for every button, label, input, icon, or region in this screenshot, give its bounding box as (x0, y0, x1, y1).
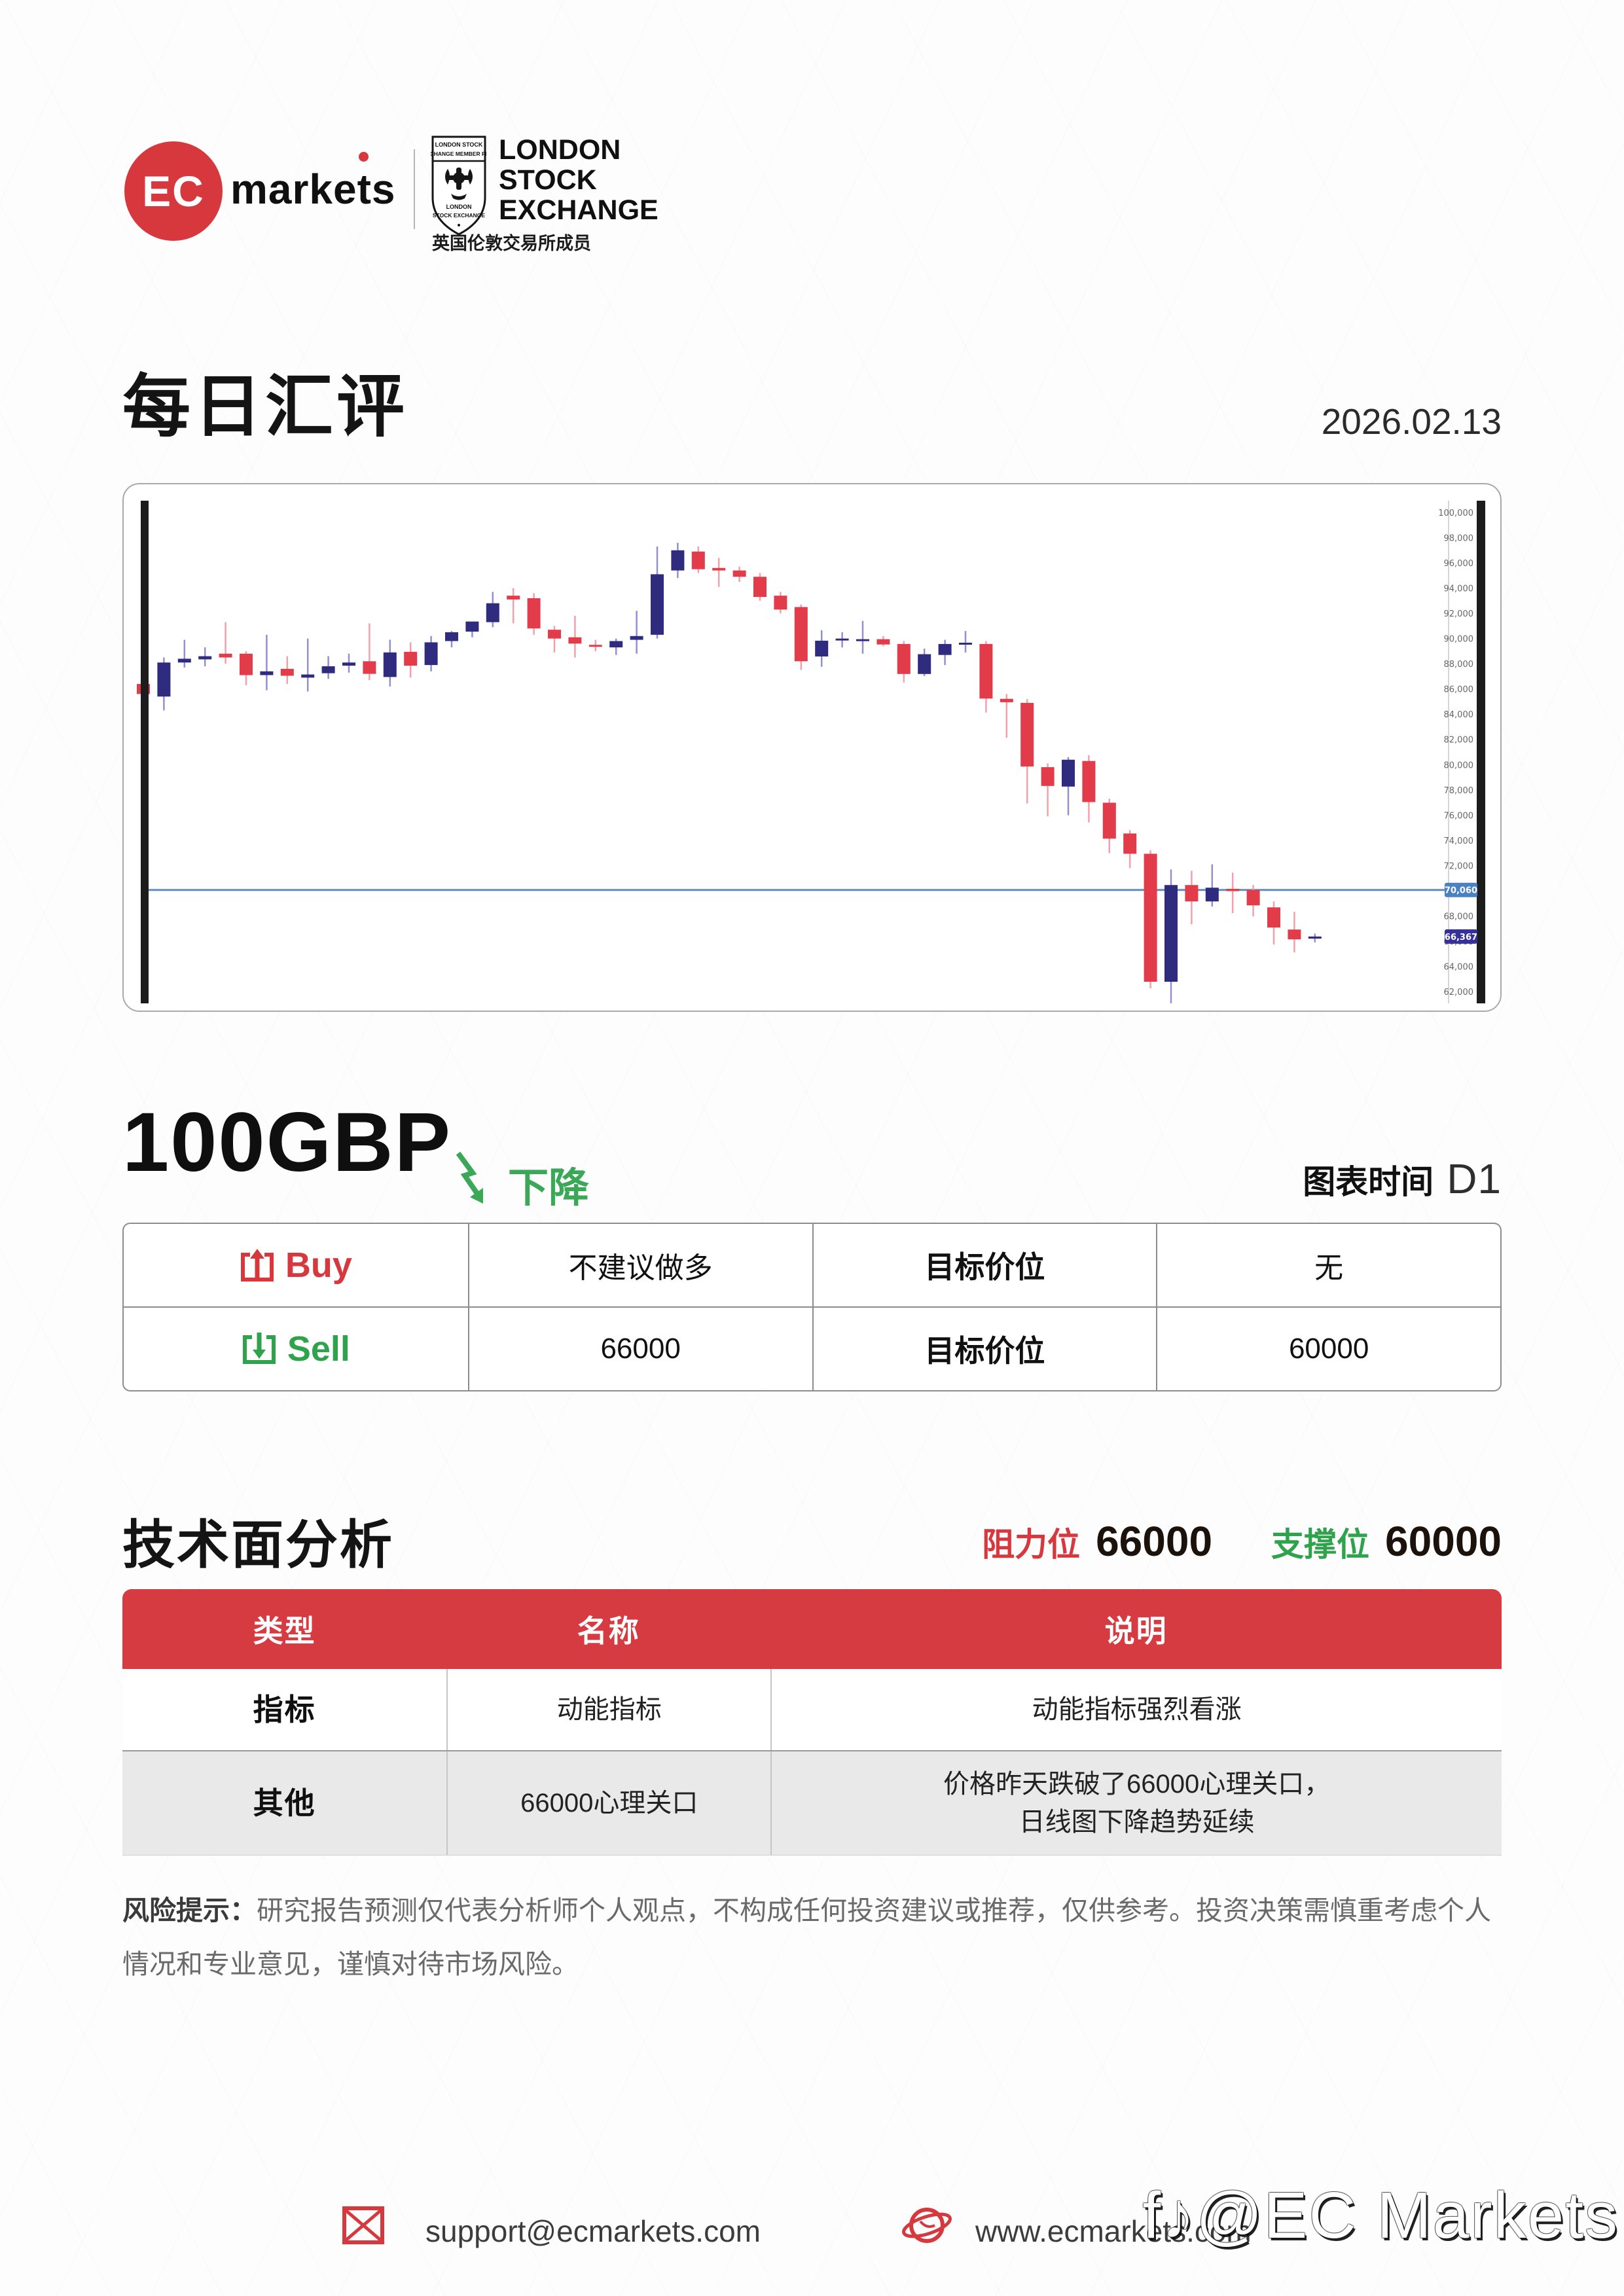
tech-row1-type: 指标 (253, 1692, 316, 1727)
svg-text:90,000: 90,000 (1444, 635, 1474, 645)
tech-header-type: 类型 (253, 1614, 316, 1648)
tech-analysis-table: 类型 名称 说明 指标 动能指标 动能指标强烈看涨 其他 66000心理关口 价… (122, 1589, 1502, 1856)
svg-text:64,000: 64,000 (1444, 962, 1474, 972)
lse-chinese-member-text: 英国伦敦交易所成员 (432, 234, 591, 253)
resistance-label: 阻力位 (982, 1526, 1081, 1563)
crest-emblem (445, 168, 473, 200)
brand-markets-text: markets (230, 166, 396, 213)
instrument-name: 100GBP (122, 1096, 452, 1189)
tech-table-header: 类型 名称 说明 (122, 1589, 1502, 1669)
lse-line3: EXCHANGE (499, 194, 659, 226)
ec-markets-logo: EC (124, 141, 223, 241)
timeframe-value: D1 (1447, 1155, 1502, 1202)
timeframe-label: 图表时间 (1303, 1164, 1434, 1200)
lse-crest-icon: LONDON STOCK EXCHANGE MEMBER FIRM LONDON… (431, 135, 487, 236)
risk-label: 风险提示： (122, 1895, 257, 1926)
tech-row1-desc: 动能指标强烈看涨 (770, 1669, 1502, 1750)
signal-row-buy: Buy 不建议做多 目标价位 无 (124, 1224, 1500, 1306)
website-url[interactable]: www.ecmarkets.com (975, 2214, 1252, 2248)
buy-label: Buy (285, 1246, 352, 1285)
svg-text:66,367: 66,367 (1445, 933, 1477, 942)
svg-text:72,000: 72,000 (1444, 861, 1474, 871)
buy-advice: 不建议做多 (467, 1224, 812, 1306)
tech-row2-desc: 价格昨天跌破了66000心理关口， 日线图下降趋势延续 (770, 1751, 1502, 1855)
page-title: 每日汇评 (122, 369, 408, 445)
svg-text:80,000: 80,000 (1444, 761, 1474, 770)
tech-table-row: 其他 66000心理关口 价格昨天跌破了66000心理关口， 日线图下降趋势延续 (122, 1750, 1502, 1856)
tech-row2-name: 66000心理关口 (446, 1751, 770, 1855)
svg-text:92,000: 92,000 (1444, 609, 1474, 619)
report-date: 2026.02.13 (1321, 401, 1502, 442)
sell-icon (242, 1333, 276, 1364)
buy-side-cell: Buy (124, 1224, 468, 1306)
lse-wordmark: LONDON STOCK EXCHANGE (499, 135, 659, 225)
svg-text:78,000: 78,000 (1444, 786, 1474, 796)
buy-target-value: 无 (1156, 1224, 1500, 1306)
website-globe-icon (902, 2208, 952, 2243)
svg-text:84,000: 84,000 (1444, 710, 1474, 720)
sell-advice: 66000 (467, 1308, 812, 1390)
svg-text:86,000: 86,000 (1444, 685, 1474, 695)
svg-text:96,000: 96,000 (1444, 559, 1474, 569)
trend-down-arrow-icon (456, 1151, 483, 1204)
candlestick-chart: 100,000 98,000 96,000 94,000 92,000 90,000 88,… (137, 501, 1485, 1003)
svg-text:76,000: 76,000 (1444, 811, 1474, 821)
support-label: 支撑位 (1271, 1526, 1370, 1563)
sell-side-cell: Sell (124, 1308, 468, 1390)
svg-text:74,000: 74,000 (1444, 836, 1474, 846)
crest-bottom-line2: STOCK EXCHANGE (433, 212, 485, 219)
svg-text:100,000: 100,000 (1438, 509, 1473, 518)
risk-disclaimer: 风险提示：研究报告预测仅代表分析师个人观点，不构成任何投资建议或推荐，仅供参考。… (122, 1884, 1504, 1991)
tech-table-row: 指标 动能指标 动能指标强烈看涨 (122, 1669, 1502, 1750)
sell-label: Sell (287, 1329, 350, 1369)
buy-icon (240, 1249, 274, 1282)
svg-text:94,000: 94,000 (1444, 584, 1474, 594)
email-icon (342, 2206, 384, 2244)
sell-target-value: 60000 (1156, 1308, 1500, 1390)
tech-header-desc: 说明 (1104, 1614, 1168, 1648)
svg-text:88,000: 88,000 (1444, 660, 1474, 670)
brand-dot-icon (359, 152, 369, 162)
tech-row2-desc-line1: 价格昨天跌破了66000心理关口， (943, 1770, 1331, 1799)
signal-table: Buy 不建议做多 目标价位 无 Sell 66000 目标价位 60000 (122, 1223, 1502, 1391)
crest-top-line2: EXCHANGE MEMBER FIRM (431, 151, 487, 157)
tech-header-name: 名称 (577, 1614, 640, 1648)
svg-text:68,000: 68,000 (1444, 912, 1474, 922)
risk-text: 研究报告预测仅代表分析师个人观点，不构成任何投资建议或推荐，仅供参考。投资决策需… (122, 1895, 1491, 1979)
tech-row2-type: 其他 (253, 1785, 316, 1820)
svg-text:70,060: 70,060 (1445, 886, 1477, 896)
buy-target-label: 目标价位 (812, 1224, 1157, 1306)
svg-text:62,000: 62,000 (1444, 988, 1474, 997)
svg-text:82,000: 82,000 (1444, 736, 1474, 745)
tech-row2-desc-line2: 日线图下降趋势延续 (1019, 1808, 1255, 1837)
tech-analysis-heading: 技术面分析 (122, 1516, 394, 1574)
svg-text:98,000: 98,000 (1444, 534, 1474, 544)
support-email[interactable]: support@ecmarkets.com (425, 2214, 761, 2248)
support-value: 60000 (1385, 1518, 1502, 1565)
signal-row-sell: Sell 66000 目标价位 60000 (124, 1306, 1500, 1390)
trend-label: 下降 (508, 1166, 590, 1211)
ec-logo-text: EC (142, 167, 205, 215)
candlestick-chart-card: 100,000 98,000 96,000 94,000 92,000 90,000 88,… (122, 483, 1502, 1012)
social-watermark: f♪@EC Markets (1142, 2179, 1619, 2252)
lse-line1: LONDON (499, 134, 621, 166)
crest-top-line1: LONDON STOCK (435, 141, 483, 148)
sell-target-label: 目标价位 (812, 1308, 1157, 1390)
resistance-value: 66000 (1096, 1518, 1213, 1565)
key-levels: 阻力位 66000 支撑位 60000 (982, 1517, 1502, 1566)
tech-row1-name: 动能指标 (446, 1669, 770, 1750)
crest-bottom-line1: LONDON (446, 204, 472, 210)
chart-timeframe: 图表时间 D1 (1303, 1155, 1502, 1203)
lse-line2: STOCK (499, 164, 597, 196)
logo-separator (414, 149, 415, 229)
